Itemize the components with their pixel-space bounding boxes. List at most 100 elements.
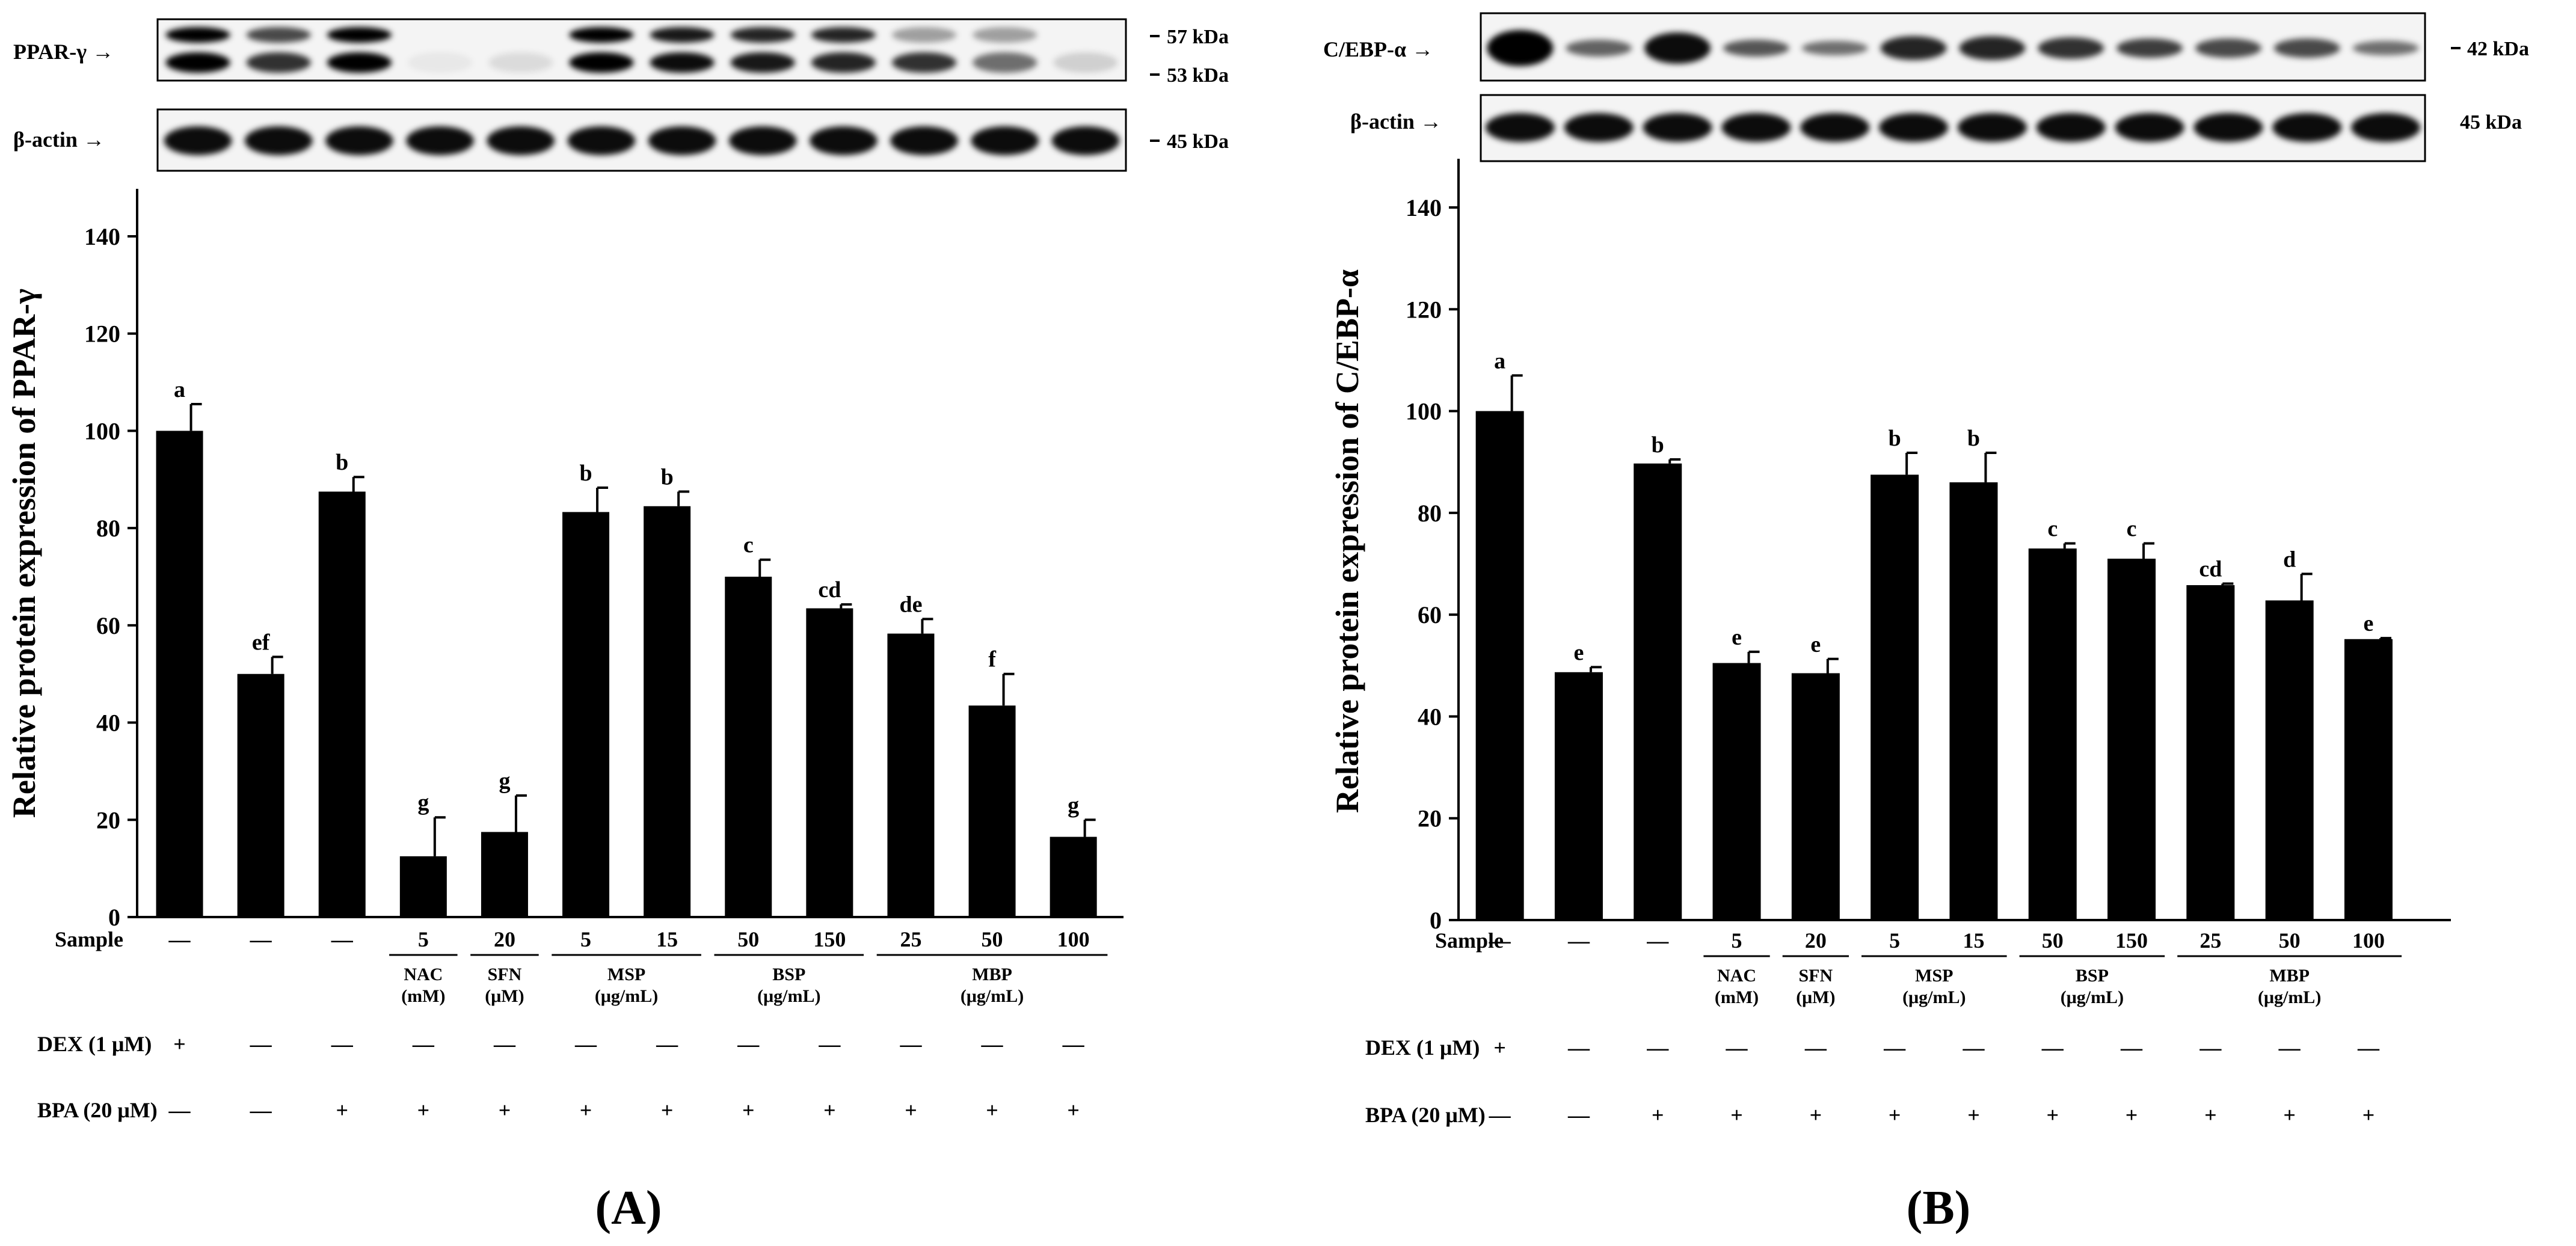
blot-band: [810, 126, 878, 155]
y-tick-label: 80: [96, 515, 120, 542]
western-blot-a: PPAR-γ → β-actin → 57 kDa 53 kDa 45 kDa: [13, 18, 1229, 172]
blot-band: [1800, 113, 1870, 142]
bar: [1050, 836, 1097, 917]
dex-value: —: [899, 1032, 922, 1056]
sample-label-b: Sample: [1435, 928, 1504, 953]
y-tick-label: 0: [108, 904, 120, 931]
y-tick-label: 60: [1418, 601, 1442, 628]
dex-value: —: [2357, 1036, 2380, 1060]
sample-value: 50: [982, 927, 1003, 951]
y-tick-label: 0: [1430, 907, 1442, 934]
bpa-value: +: [2362, 1103, 2375, 1127]
bpa-value: —: [250, 1098, 272, 1122]
group-name: BSP: [2076, 966, 2109, 986]
blot-label-ppar: PPAR-γ →: [13, 40, 114, 64]
bpa-value: +: [417, 1098, 430, 1122]
actin-blot-frame: [156, 108, 1127, 172]
blot-band: [2351, 113, 2421, 142]
bpa-value: +: [1967, 1103, 1980, 1127]
ppar-blot-frame: [156, 18, 1127, 82]
bar: [1949, 482, 1998, 920]
significance-letter: b: [1652, 432, 1664, 458]
blot-band: [1644, 32, 1711, 64]
blot-band: [2116, 38, 2183, 58]
bar: [1791, 673, 1840, 920]
bpa-value: —: [1567, 1103, 1590, 1127]
blot-band: [1564, 113, 1634, 142]
dex-value: —: [737, 1032, 760, 1056]
blot-band: [648, 126, 716, 155]
dex-value: +: [173, 1032, 186, 1056]
panel-label-b: (B): [1907, 1182, 1971, 1235]
group-unit: (mM): [401, 986, 445, 1006]
dex-value: —: [1726, 1036, 1748, 1060]
bpa-label-a: BPA (20 μM): [37, 1098, 158, 1122]
panel-b: C/EBP-α → β-actin → 42 kDa 45 kDa 0 20 40 6…: [1323, 12, 2529, 1235]
blot-band: [488, 52, 553, 73]
y-tick-label: 140: [1406, 194, 1442, 221]
significance-letter: ef: [252, 630, 271, 655]
blot-band: [325, 126, 393, 155]
bpa-value: +: [580, 1098, 592, 1122]
significance-letter: e: [1574, 640, 1584, 665]
dex-value: —: [1567, 1036, 1590, 1060]
dex-label-a: DEX (1 μM): [37, 1032, 152, 1056]
group-name: MBP: [2269, 966, 2310, 986]
bar: [806, 608, 853, 917]
blot-band: [2272, 113, 2342, 142]
dex-value: —: [250, 1032, 272, 1056]
kda-label-45-b: 45 kDa: [2460, 111, 2522, 134]
blot-band: [811, 52, 876, 73]
bar: [2028, 548, 2077, 920]
blot-label-actin-b: β-actin →: [1350, 109, 1442, 134]
significance-letter: cd: [818, 577, 841, 603]
blot-band: [2352, 41, 2419, 55]
sample-value: —: [331, 927, 354, 951]
group-unit: (mM): [1715, 987, 1759, 1007]
bar: [562, 512, 610, 917]
sample-value: 150: [2115, 928, 2148, 953]
y-tick-label: 140: [84, 223, 120, 250]
blot-band: [1566, 40, 1632, 57]
blot-band: [1957, 113, 2027, 142]
blot-band: [2038, 37, 2104, 59]
group-name: NAC: [404, 965, 443, 984]
bar: [1554, 672, 1603, 920]
y-tick-label: 20: [96, 806, 120, 833]
dex-value: +: [1493, 1036, 1506, 1060]
dex-value: —: [1962, 1036, 1985, 1060]
blot-band: [891, 52, 957, 73]
panel-a: PPAR-γ → β-actin → 57 kDa 53 kDa 45 kDa …: [6, 18, 1229, 1235]
sample-value: 25: [900, 927, 921, 951]
blot-band: [730, 27, 795, 43]
dex-value: —: [981, 1032, 1004, 1056]
blot-band: [487, 126, 555, 155]
bpa-value: +: [499, 1098, 511, 1122]
bar: [2186, 585, 2235, 920]
significance-letter: b: [661, 465, 674, 490]
bar: [644, 506, 691, 917]
blot-band: [164, 126, 232, 155]
bar: [237, 674, 284, 917]
cebp-blot-frame: [1480, 12, 2426, 82]
bpa-label-b: BPA (20 μM): [1365, 1103, 1486, 1127]
blot-band: [327, 52, 392, 73]
blot-band: [1643, 113, 1712, 142]
bpa-value: —: [168, 1098, 191, 1122]
bar: [1712, 663, 1761, 920]
kda-label-42: 42 kDa: [2467, 38, 2529, 60]
kda-label-53: 53 kDa: [1167, 64, 1229, 87]
blot-band: [244, 126, 313, 155]
bpa-value: +: [1730, 1103, 1743, 1127]
bpa-value: +: [336, 1098, 348, 1122]
blot-band: [730, 52, 795, 73]
blot-label-cebp: C/EBP-α →: [1323, 37, 1433, 61]
significance-letter: d: [2283, 547, 2296, 572]
dex-value: —: [2120, 1036, 2143, 1060]
y-tick-label: 40: [96, 710, 120, 737]
blot-band: [567, 126, 636, 155]
bpa-value: +: [2283, 1103, 2296, 1127]
group-name: NAC: [1717, 966, 1756, 986]
y-tick-label: 60: [96, 612, 120, 639]
actin-blot-frame-b: [1480, 94, 2426, 162]
